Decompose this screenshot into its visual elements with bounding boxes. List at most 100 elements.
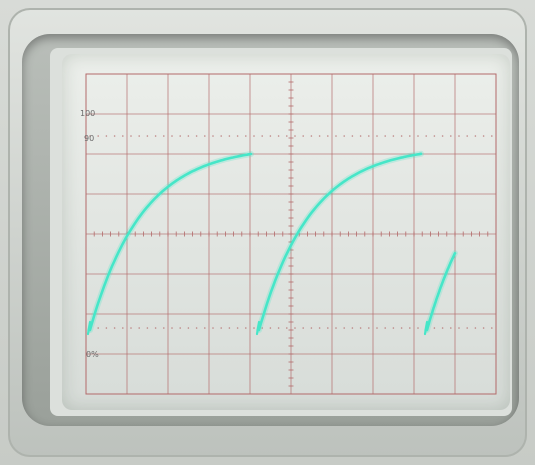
trace-segment-1	[88, 152, 253, 332]
reference-dot-10	[392, 327, 395, 329]
reference-dot-10	[466, 327, 469, 329]
graticule-reference-dots	[89, 135, 493, 329]
reference-dot-90	[277, 135, 280, 137]
reference-dot-90	[113, 135, 116, 137]
crt-screen	[62, 54, 510, 410]
reference-dot-90	[491, 135, 493, 137]
reference-dot-10	[269, 327, 272, 329]
reference-dot-90	[441, 135, 444, 137]
reference-dot-10	[277, 327, 280, 329]
reference-dot-90	[474, 135, 477, 137]
reference-dot-90	[146, 135, 149, 137]
reference-dot-90	[130, 135, 132, 137]
reference-dot-10	[179, 327, 181, 329]
reference-dot-10	[474, 327, 477, 329]
reference-dot-10	[154, 327, 157, 329]
reference-dot-10	[294, 327, 296, 329]
reference-dot-90	[195, 135, 198, 137]
reference-dot-10	[409, 327, 411, 329]
reference-dot-90	[327, 135, 329, 137]
reference-dot-10	[122, 327, 124, 329]
reference-dot-10	[245, 327, 247, 329]
reference-dot-90	[212, 135, 214, 137]
trace-start-2	[255, 320, 261, 336]
reference-dot-10	[351, 327, 354, 329]
reference-dot-90	[138, 135, 140, 137]
trace-glow-2	[256, 150, 424, 333]
reference-dot-90	[269, 135, 272, 137]
reference-dot-10	[343, 327, 346, 329]
trace-glow-1	[87, 151, 254, 333]
reference-dot-10	[286, 327, 288, 329]
reference-dot-90	[294, 135, 296, 137]
reference-dot-90	[466, 135, 469, 137]
reference-dot-90	[245, 135, 247, 137]
reference-dot-10	[171, 327, 173, 329]
reference-dot-90	[302, 135, 305, 137]
reference-dot-10	[105, 327, 108, 329]
reference-dot-10	[458, 327, 460, 329]
reference-dot-90	[425, 135, 428, 137]
reference-dot-10	[236, 327, 239, 329]
reference-dot-10	[302, 327, 305, 329]
label-90: 90	[84, 134, 95, 143]
trace-start-3	[423, 320, 429, 336]
reference-dot-90	[122, 135, 124, 137]
reference-dot-90	[351, 135, 354, 137]
reference-dot-10	[261, 327, 264, 329]
reference-dot-10	[113, 327, 116, 329]
reference-dot-10	[253, 327, 255, 329]
label-100: 100	[80, 109, 96, 118]
trace-segment-3	[425, 251, 457, 332]
reference-dot-90	[384, 135, 387, 137]
reference-dot-90	[261, 135, 264, 137]
reference-dot-10	[335, 327, 337, 329]
reference-dot-10	[376, 327, 378, 329]
reference-dot-10	[138, 327, 140, 329]
reference-dot-90	[204, 135, 206, 137]
reference-dot-90	[450, 135, 452, 137]
reference-dot-10	[146, 327, 149, 329]
reference-dot-10	[450, 327, 452, 329]
reference-dot-90	[286, 135, 288, 137]
reference-dot-90	[458, 135, 460, 137]
reference-dot-10	[400, 327, 403, 329]
reference-dot-10	[228, 327, 231, 329]
reference-dot-90	[179, 135, 181, 137]
reference-dot-10	[482, 327, 485, 329]
trace-start-1	[86, 320, 92, 336]
reference-dot-90	[343, 135, 346, 137]
reference-dot-10	[212, 327, 214, 329]
reference-dot-10	[310, 327, 313, 329]
reference-dot-10	[97, 327, 99, 329]
reference-dot-90	[253, 135, 255, 137]
reference-dot-10	[368, 327, 370, 329]
reference-dot-90	[400, 135, 403, 137]
reference-dot-10	[433, 327, 436, 329]
reference-dot-90	[409, 135, 411, 137]
graticule-center-ticks	[85, 73, 497, 395]
reference-dot-90	[376, 135, 378, 137]
reference-dot-10	[318, 327, 321, 329]
reference-dot-10	[327, 327, 329, 329]
reference-dot-90	[105, 135, 108, 137]
reference-dot-90	[187, 135, 190, 137]
reference-dot-90	[318, 135, 321, 137]
reference-dot-10	[441, 327, 444, 329]
reference-dot-90	[228, 135, 231, 137]
reference-dot-90	[417, 135, 419, 137]
reference-dot-90	[236, 135, 239, 137]
reference-dot-90	[482, 135, 485, 137]
reference-dot-90	[220, 135, 222, 137]
reference-dot-10	[491, 327, 493, 329]
reference-dot-90	[163, 135, 165, 137]
reference-dot-10	[195, 327, 198, 329]
reference-dot-90	[359, 135, 362, 137]
reference-dot-90	[89, 135, 91, 137]
reference-dot-10	[163, 327, 165, 329]
reference-dot-90	[171, 135, 173, 137]
reference-dot-10	[384, 327, 387, 329]
reference-dot-10	[220, 327, 222, 329]
